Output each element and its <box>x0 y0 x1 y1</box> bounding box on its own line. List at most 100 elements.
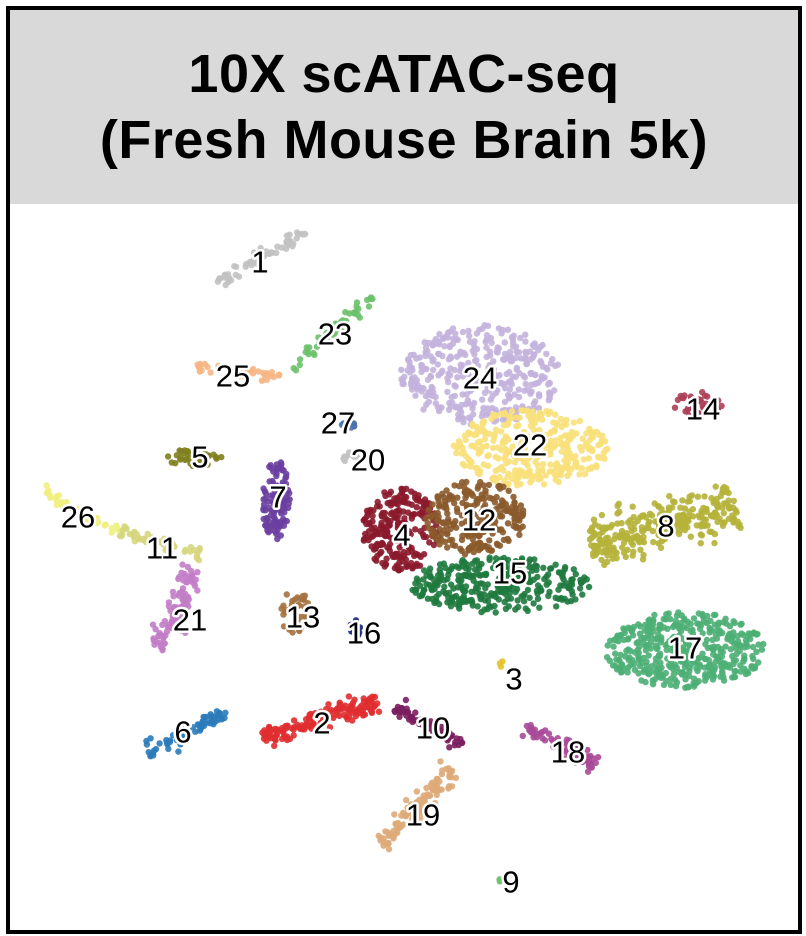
cluster-15-point <box>502 591 510 598</box>
cluster-15-point <box>514 597 521 604</box>
cluster-23-point <box>313 343 321 350</box>
cluster-15-point <box>492 561 499 568</box>
cluster-24-point <box>427 353 434 360</box>
cluster-8-point <box>658 521 665 528</box>
cluster-15-point <box>555 569 563 576</box>
cluster-11-point <box>140 536 147 543</box>
cluster-17-point <box>662 669 669 677</box>
cluster-8-point <box>638 528 646 535</box>
cluster-2-point <box>326 724 334 731</box>
cluster-15-point <box>583 576 590 583</box>
cluster-24-point <box>435 350 442 357</box>
cluster-14-point <box>671 404 679 411</box>
cluster-19-point <box>431 782 439 789</box>
cluster-8-point <box>588 534 595 541</box>
cluster-1-point <box>254 255 261 262</box>
cluster-8-point <box>600 524 608 531</box>
cluster-22-point <box>562 462 570 469</box>
cluster-20-point <box>352 451 359 459</box>
cluster-26-point <box>84 516 91 523</box>
cluster-13-point <box>289 597 296 605</box>
cluster-1-point <box>250 249 258 256</box>
cluster-4-point <box>420 551 428 558</box>
cluster-15-point <box>520 592 527 599</box>
cluster-24-point <box>527 356 534 363</box>
cluster-2-point <box>371 693 379 701</box>
cluster-15-point <box>424 595 432 602</box>
cluster-17-point <box>613 656 620 663</box>
cluster-7-point <box>268 465 275 472</box>
cluster-12-point <box>475 482 482 490</box>
cluster-8-point <box>698 532 706 539</box>
point-layer <box>43 229 767 885</box>
cluster-17-point <box>667 675 674 682</box>
cluster-4-point <box>381 489 388 496</box>
cluster-7-point <box>269 485 277 492</box>
cluster-4-point <box>379 559 386 567</box>
cluster-19-point <box>417 817 425 824</box>
cluster-17-point <box>648 663 656 670</box>
cluster-17-point <box>710 611 718 619</box>
cluster-8-point <box>685 513 692 520</box>
cluster-26-point <box>43 482 50 489</box>
cluster-15-point <box>474 603 481 610</box>
cluster-12-point <box>516 525 523 533</box>
cluster-11-point <box>193 555 201 562</box>
cluster-1-point <box>235 273 243 280</box>
cluster-13-point <box>281 608 289 616</box>
cluster-12-point <box>505 537 512 544</box>
cluster-22-point <box>541 441 548 449</box>
cluster-8-point <box>619 544 626 551</box>
cluster-24-point <box>410 351 417 358</box>
cluster-4-point <box>395 511 402 518</box>
cluster-24-point <box>457 407 464 414</box>
cluster-10-point <box>410 717 418 724</box>
cluster-17-point <box>610 643 617 650</box>
cluster-24-point <box>416 354 423 361</box>
cluster-12-point <box>504 520 512 527</box>
cluster-label-15: 15 <box>493 556 527 591</box>
cluster-24-point <box>451 366 458 374</box>
cluster-4-point <box>405 500 412 507</box>
cluster-24-point <box>528 381 535 388</box>
cluster-4-point <box>391 495 398 502</box>
cluster-12-point <box>444 510 451 517</box>
cluster-4-point <box>407 531 414 538</box>
cluster-13-point <box>304 600 311 607</box>
cluster-label-26: 26 <box>61 500 95 535</box>
cluster-24-point <box>453 335 460 343</box>
cluster-11-point <box>187 544 194 551</box>
cluster-24-point <box>464 382 471 389</box>
cluster-17-point <box>667 615 674 623</box>
cluster-24-point <box>509 336 517 343</box>
cluster-10-point <box>434 730 442 738</box>
cluster-8-point <box>662 526 669 533</box>
cluster-17-point <box>651 635 659 642</box>
cluster-15-point <box>447 566 455 573</box>
cluster-17-point <box>612 662 619 670</box>
cluster-12-point <box>446 536 454 544</box>
cluster-4-point <box>422 533 430 541</box>
cluster-22-point <box>479 421 487 428</box>
cluster-18-point <box>519 732 526 740</box>
cluster-15-point <box>536 604 543 611</box>
cluster-11-point <box>118 532 125 540</box>
cluster-4-point <box>387 488 395 495</box>
cluster-12-point <box>510 493 517 501</box>
cluster-12-point <box>482 542 489 550</box>
cluster-15-point <box>412 580 419 587</box>
cluster-25-point <box>275 372 283 379</box>
cluster-17-point <box>732 645 740 652</box>
cluster-8-point <box>650 538 657 546</box>
cluster-21-point <box>184 599 191 607</box>
cluster-17-point <box>642 647 650 654</box>
cluster-6-point <box>147 735 154 742</box>
cluster-18-point <box>587 763 595 770</box>
cluster-3-point <box>497 663 505 670</box>
cluster-22-point <box>547 461 554 468</box>
cluster-12-point <box>481 501 489 509</box>
cluster-22-point <box>513 414 520 421</box>
cluster-19-point <box>390 835 397 842</box>
cluster-17-point <box>680 651 688 658</box>
cluster-2-point <box>342 702 349 709</box>
